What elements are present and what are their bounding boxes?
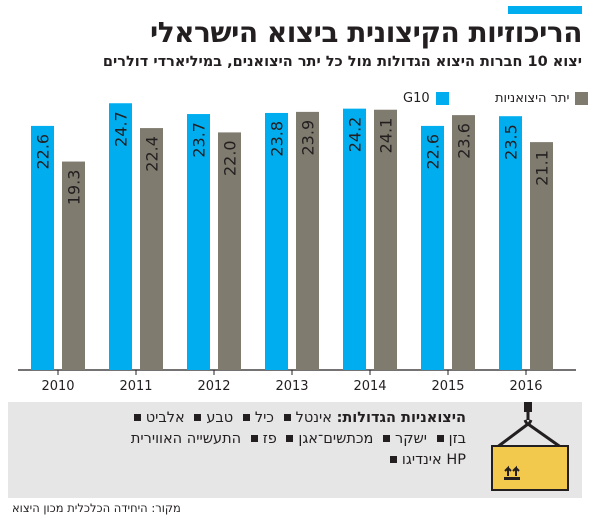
exporter-item: טבע	[189, 410, 233, 426]
bullet-icon	[436, 434, 444, 442]
page-subtitle: יצוא 10 חברות היצוא הגדולות מול כל יתר ה…	[102, 54, 582, 70]
exporters-panel	[8, 402, 582, 498]
x-tick-label: 2014	[353, 379, 386, 394]
exporter-item: פז	[246, 431, 277, 447]
accent-bar	[508, 6, 582, 14]
x-tick-label: 2012	[197, 379, 230, 394]
cargo-crate-icon	[491, 402, 569, 491]
x-tick-label: 2010	[41, 379, 74, 394]
bar-g10	[187, 114, 210, 370]
bar-other	[140, 128, 163, 370]
bar-other	[218, 132, 241, 370]
exporter-item: מכתשים־אגן	[281, 431, 373, 447]
exporter-item: אינטל	[279, 410, 332, 426]
bullet-icon	[194, 413, 202, 421]
source-note: מקור: היחידה הכלכלית מכון היצוא	[12, 501, 181, 515]
legend-swatch-other	[575, 91, 589, 105]
bullet-icon	[383, 434, 391, 442]
legend-swatch-g10	[435, 91, 449, 105]
data-label: 22.4	[143, 136, 162, 172]
bullet-icon	[286, 434, 294, 442]
bar-other	[530, 142, 553, 370]
bar-other	[62, 161, 85, 370]
data-label: 24.1	[377, 118, 396, 154]
exporter-item: כיל	[238, 410, 274, 426]
exporters-row-1: היצואניות הגדולות: אינטל כיל טבע אלביט	[26, 408, 466, 429]
data-label: 22.0	[221, 140, 240, 176]
data-label: 22.6	[34, 134, 53, 170]
bar-g10	[109, 103, 132, 371]
data-label: 23.5	[502, 124, 521, 160]
exporter-item: HP אינדיגו	[385, 452, 466, 468]
legend-label-other: יתר היצואניות	[495, 90, 570, 106]
legend-item-other: יתר היצואניות	[495, 90, 589, 106]
exporter-item: אלביט	[129, 410, 185, 426]
legend-label-g10: G10	[403, 90, 430, 106]
bar-g10	[31, 125, 54, 370]
data-label: 24.7	[112, 111, 131, 147]
exporters-heading: היצואניות הגדולות:	[336, 410, 466, 426]
bar-g10	[265, 112, 288, 371]
bullet-icon	[242, 413, 250, 421]
bullet-icon	[250, 434, 258, 442]
bar-other	[374, 109, 397, 370]
bullet-icon	[283, 413, 291, 421]
exporters-row-2: בזן ישקר מכתשים־אגן פז התעשייה האווירית	[26, 429, 466, 450]
bar-other	[452, 115, 475, 371]
exporter-item: בזן	[432, 431, 466, 447]
bar-g10	[421, 125, 444, 370]
data-label: 23.7	[190, 122, 209, 158]
exporters-row-3: HP אינדיגו	[26, 450, 466, 471]
x-tick-label: 2013	[275, 379, 308, 394]
bullet-icon	[389, 455, 397, 463]
bar-g10	[499, 116, 522, 370]
exporter-item: התעשייה האווירית	[130, 431, 242, 447]
data-label: 22.6	[424, 134, 443, 170]
exporter-item: ישקר	[378, 431, 427, 447]
data-label: 23.8	[268, 121, 287, 157]
data-label: 21.1	[533, 150, 552, 186]
bullet-icon	[133, 413, 141, 421]
legend-item-g10: G10	[403, 90, 449, 106]
data-label: 19.3	[65, 170, 84, 206]
page-title: הריכוזיות הקיצונית ביצוא הישראלי	[149, 16, 583, 49]
bar-other	[296, 111, 319, 370]
bar-chart: 22.6 19.3 2010 24.7 22.4 2011 23.7 22.0 2012 23.8…	[18, 103, 576, 394]
x-tick-label: 2011	[119, 379, 152, 394]
data-label: 23.6	[455, 123, 474, 159]
exporters-list: היצואניות הגדולות: אינטל כיל טבע אלביט ב…	[26, 408, 466, 471]
x-tick-label: 2015	[431, 379, 464, 394]
x-tick-label: 2016	[509, 379, 542, 394]
data-label: 23.9	[299, 120, 318, 156]
bar-g10	[343, 108, 366, 370]
data-label: 24.2	[346, 117, 365, 153]
